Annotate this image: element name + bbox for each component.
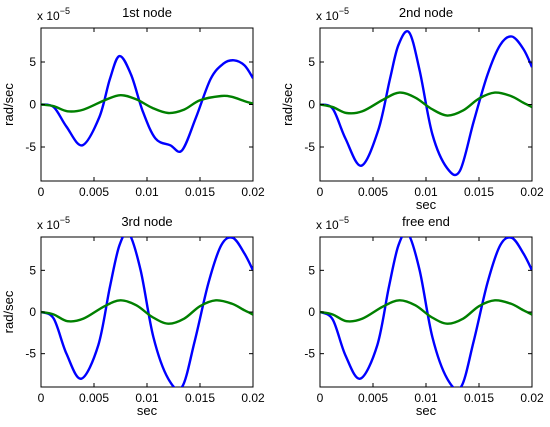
- x-tick-label: 0: [317, 391, 324, 405]
- y-tick-label: 5: [29, 55, 36, 69]
- chart-title: 3rd node: [121, 214, 172, 229]
- y-axis-label: rad/sec: [1, 290, 16, 333]
- x-tick-label: 0.005: [79, 391, 109, 405]
- series-line-2: [320, 299, 532, 325]
- series-line-2: [41, 299, 253, 325]
- axis-multiplier: x 10−5: [316, 215, 349, 232]
- x-tick-label: 0.005: [358, 185, 388, 199]
- x-tick-label: 0.015: [185, 391, 215, 405]
- axis-multiplier: x 10−5: [316, 6, 349, 23]
- series-line-1: [320, 30, 532, 177]
- y-tick-label: 0: [29, 98, 36, 112]
- axis-multiplier: x 10−5: [37, 215, 70, 232]
- series-line-1: [320, 237, 532, 387]
- x-tick-label: 0.02: [241, 391, 265, 405]
- x-tick-label: 0.01: [414, 391, 438, 405]
- chart-panel-4: 0 0.005 0.01 0.015 0.02 5 0 -5 free end x 10−5 sec: [304, 214, 544, 418]
- axis-multiplier-base: x 10: [316, 218, 339, 232]
- y-tick-label: -5: [25, 140, 36, 154]
- x-tick-label: 0: [38, 391, 45, 405]
- axis-multiplier-exponent: −5: [60, 6, 70, 16]
- y-tick-label: -5: [304, 140, 315, 154]
- axis-multiplier: x 10−5: [37, 6, 70, 23]
- series-line-1: [41, 54, 253, 153]
- x-tick-label: 0: [38, 185, 45, 199]
- x-tick-label: 0.02: [520, 391, 544, 405]
- x-tick-label: 0.005: [79, 185, 109, 199]
- y-axis-label: rad/sec: [280, 83, 295, 126]
- y-tick-label: 0: [308, 305, 315, 319]
- y-tick-label: 0: [29, 305, 36, 319]
- x-axis-label: sec: [416, 197, 437, 212]
- y-axis-label: rad/sec: [1, 83, 16, 126]
- chart-title: 2nd node: [399, 5, 453, 20]
- x-tick-label: 0.01: [414, 185, 438, 199]
- chart-panel-1: 0 0.005 0.01 0.015 0.02 5 0 -5 1st node x 10−5 rad…: [1, 5, 265, 199]
- chart-panel-3: 0 0.005 0.01 0.015 0.02 5 0 -5 3rd node x 10−5 sec…: [1, 214, 265, 418]
- chart-title: free end: [402, 214, 450, 229]
- x-tick-label: 0.02: [520, 185, 544, 199]
- axis-multiplier-exponent: −5: [60, 215, 70, 225]
- y-tick-label: 0: [308, 98, 315, 112]
- axis-multiplier-base: x 10: [37, 218, 60, 232]
- x-tick-label: 0.01: [135, 185, 159, 199]
- y-tick-label: 5: [29, 263, 36, 277]
- x-tick-label: 0.015: [185, 185, 215, 199]
- chart-title: 1st node: [122, 5, 172, 20]
- y-tick-label: 5: [308, 263, 315, 277]
- series-line-2: [320, 91, 532, 117]
- y-tick-label: -5: [25, 347, 36, 361]
- x-axis-label: sec: [137, 403, 158, 418]
- x-tick-label: 0.005: [358, 391, 388, 405]
- x-tick-label: 0: [317, 185, 324, 199]
- x-tick-label: 0.02: [241, 185, 265, 199]
- x-tick-label: 0.015: [464, 391, 494, 405]
- chart-panel-2: 0 0.005 0.01 0.015 0.02 5 0 -5 2nd node x 10−5 sec…: [280, 5, 544, 212]
- series-line-1: [41, 237, 253, 387]
- axis-multiplier-exponent: −5: [339, 6, 349, 16]
- x-tick-label: 0.01: [135, 391, 159, 405]
- y-tick-label: 5: [308, 55, 315, 69]
- series-line-2: [41, 93, 253, 115]
- y-tick-label: -5: [304, 347, 315, 361]
- axis-multiplier-base: x 10: [37, 9, 60, 23]
- x-axis-label: sec: [416, 403, 437, 418]
- x-tick-label: 0.015: [464, 185, 494, 199]
- axis-multiplier-exponent: −5: [339, 215, 349, 225]
- axis-multiplier-base: x 10: [316, 9, 339, 23]
